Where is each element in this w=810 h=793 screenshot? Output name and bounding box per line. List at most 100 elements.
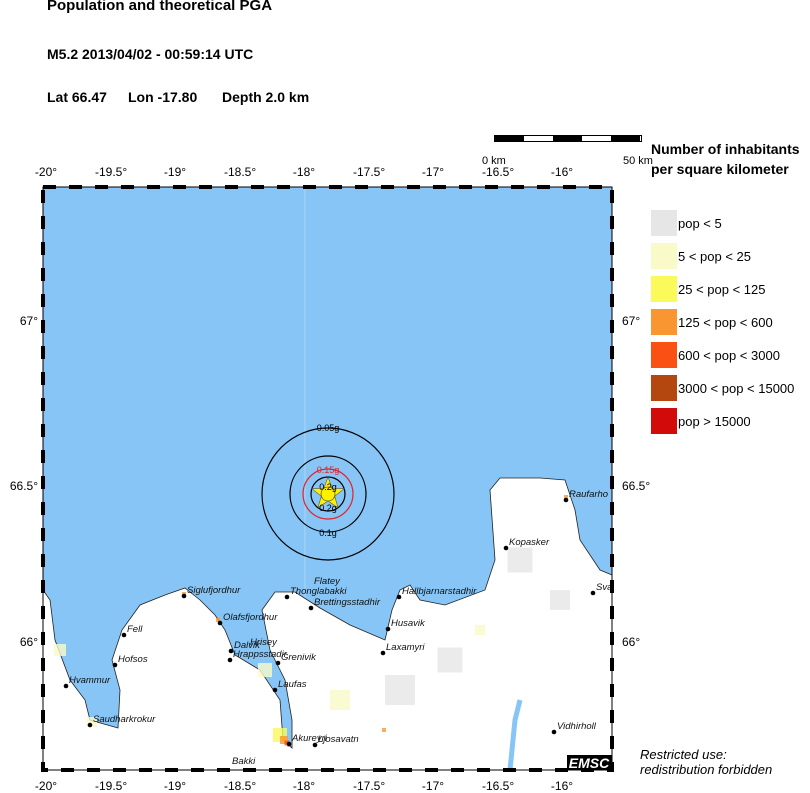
population-cell [475, 625, 485, 635]
town-label: Siglufjordhur [187, 585, 241, 596]
pga-contour-label: 0.15g [317, 465, 340, 475]
pga-contour [289, 455, 367, 533]
lon-tick-label: -19° [163, 779, 187, 793]
legend-swatch [651, 276, 677, 302]
lat-tick-label: 66° [622, 635, 641, 649]
town-label: Dalvik [234, 640, 261, 651]
town-label: Flatey [314, 576, 341, 587]
legend-item: 125 < pop < 600 [651, 309, 773, 335]
legend-label: 125 < pop < 600 [678, 314, 773, 330]
town-dot [217, 620, 223, 626]
population-cell [54, 644, 66, 656]
town-dot [181, 593, 187, 599]
town-dot [227, 657, 233, 663]
lat-tick-label: 66.5° [9, 479, 38, 493]
lon-tick-label: -17° [421, 779, 445, 793]
emsc-logo-text: EMSC [569, 755, 610, 771]
legend-item: pop > 15000 [651, 408, 751, 434]
pga-contour-label: 0.2g [319, 503, 337, 513]
town-label: Saudharkrokur [93, 714, 156, 725]
lon-tick-label: -17.5° [353, 165, 386, 179]
town-dot [396, 594, 402, 600]
pga-contour [261, 427, 395, 561]
pga-contour-label: 0.05g [317, 423, 340, 433]
legend-label: 5 < pop < 25 [678, 248, 752, 264]
legend-item: 25 < pop < 125 [651, 276, 765, 302]
town-dot [275, 660, 281, 666]
scale-end: 50 km [623, 155, 653, 167]
lon-tick-label: -18° [292, 165, 316, 179]
legend-item: 600 < pop < 3000 [651, 342, 780, 368]
town-label: Fell [127, 624, 143, 635]
lon-tick-label: -16.5° [482, 165, 515, 179]
legend-item: 5 < pop < 25 [651, 243, 751, 269]
pga-contours: 0.05g 0.1g 0.15g 0.2g 0.2g [261, 423, 395, 561]
lat-tick-label: 67° [19, 314, 38, 328]
lon-tick-label: -16.5° [482, 779, 515, 793]
town-dot [551, 729, 557, 735]
epicenter-marker [320, 486, 336, 502]
lon-tick-label: -19.5° [95, 779, 128, 793]
pga-contour-label: 0.1g [319, 528, 337, 538]
town-dot [563, 497, 569, 503]
town-dot [121, 632, 127, 638]
town-dot [272, 687, 278, 693]
town-dot [228, 648, 234, 654]
town-label: Husavik [391, 618, 426, 629]
legend-item: pop < 5 [651, 210, 722, 236]
lat-tick-label: 67° [622, 314, 641, 328]
town-label: Laufas [278, 679, 307, 690]
town-dot [590, 590, 596, 596]
town-label: Hallbjarnarstadhir [402, 586, 477, 597]
legend-swatch [651, 375, 677, 401]
towns: Siglufjordhur Olafsfjordhur Fell Hofsos Hvam… [63, 489, 612, 767]
population-cell [87, 717, 97, 727]
town-label: Hrisey [250, 637, 278, 648]
pga-contour [302, 468, 354, 520]
legend-label: pop > 15000 [678, 413, 751, 429]
population-cells [54, 495, 570, 747]
lon-tick-label: -19° [163, 165, 187, 179]
town-label: Akureyri [291, 733, 328, 744]
population-cell [382, 728, 386, 732]
legend-swatch [651, 309, 677, 335]
town-dot [312, 742, 318, 748]
event-info: M5.2 2013/04/02 - 00:59:14 UTC [47, 46, 254, 62]
town-label: Hvammur [69, 675, 111, 686]
footer-line-1: Restricted use: [640, 747, 727, 762]
lon-tick-label: -16° [550, 165, 574, 179]
lon-tick-label: -19.5° [95, 165, 128, 179]
town-label: Brettingsstadhir [314, 597, 381, 608]
lon-tick-label: -18.5° [224, 779, 257, 793]
lon-tick-label: -16° [550, 779, 574, 793]
town-dot [87, 722, 93, 728]
population-cell [258, 663, 272, 677]
town-label: Hofsos [118, 654, 148, 665]
emsc-logo [567, 755, 612, 770]
town-label: Ljosavatn [318, 734, 359, 745]
legend-swatch [651, 243, 677, 269]
population-cell [564, 495, 568, 499]
lat-tick-label: 66° [19, 635, 38, 649]
town-label: Grenivik [281, 652, 317, 663]
river [507, 699, 523, 771]
lon-tick-label: -20° [34, 165, 58, 179]
lon-tick-label: -18.5° [224, 165, 257, 179]
population-cell [550, 590, 570, 610]
lon-tick-label: -20° [34, 779, 58, 793]
footer-line-2: redistribution forbidden [640, 762, 773, 777]
town-dot [385, 626, 391, 632]
scale-start: 0 km [482, 155, 506, 167]
legend-label: pop < 5 [678, 215, 722, 231]
town-dot [286, 741, 292, 747]
legend-label: 600 < pop < 3000 [678, 347, 780, 363]
map-frame-ticks [41, 185, 614, 772]
legend-swatch [651, 210, 677, 236]
town-label: Hrappsstadir [233, 649, 288, 660]
town-label: Thonglabakki [290, 586, 347, 597]
population-cell [437, 647, 463, 673]
population-cell [216, 618, 220, 622]
legend-item: 3000 < pop < 15000 [651, 375, 794, 401]
lat-tick-label: 66.5° [622, 479, 651, 493]
legend-swatch [651, 408, 677, 434]
